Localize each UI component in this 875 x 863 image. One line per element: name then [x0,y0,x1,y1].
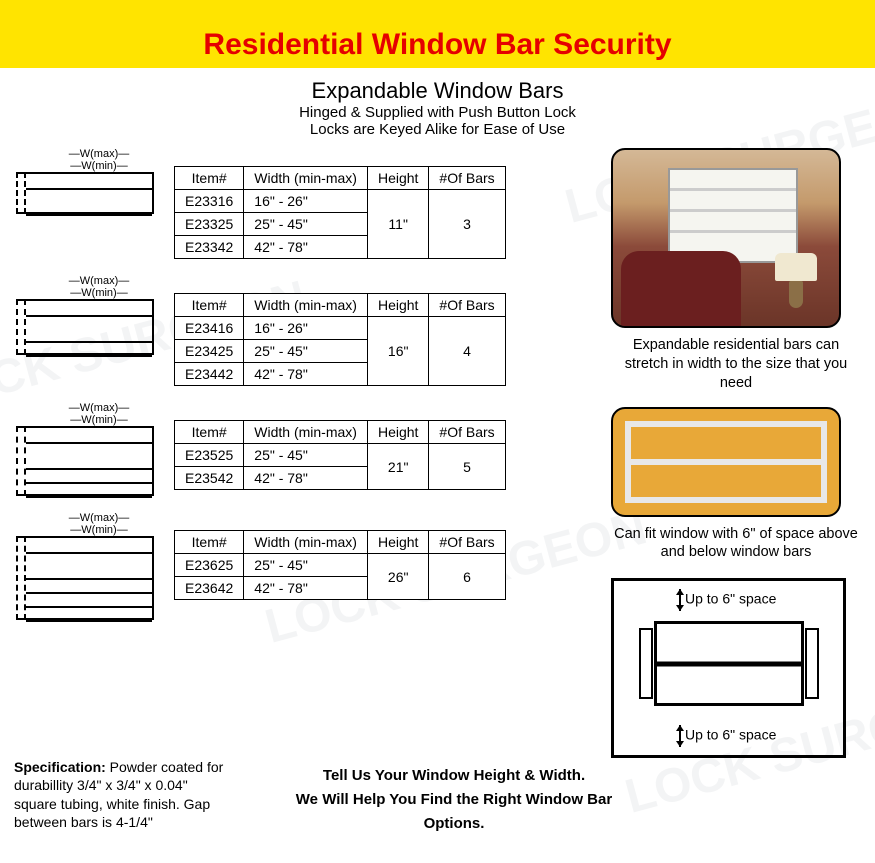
bar-diagram: —W(max)——W(min)— [14,402,164,496]
table-row: E2331616" - 26"11"3 [175,190,506,213]
size-table: Item#Width (min-max)Height#Of BarsE23316… [174,166,506,259]
product-photo-1 [611,148,841,328]
specification-text: Specification: Powder coated for durabil… [14,758,234,836]
size-table: Item#Width (min-max)Height#Of BarsE23416… [174,293,506,386]
subhead-line1: Hinged & Supplied with Push Button Lock [0,104,875,121]
col-bars: #Of Bars [429,294,505,317]
photo-caption-2: Can fit window with 6" of space above an… [611,525,861,563]
table-row: E2341616" - 26"16"4 [175,317,506,340]
photo-caption-1: Expandable residential bars can stretch … [611,336,861,393]
size-table: Item#Width (min-max)Height#Of BarsE23625… [174,530,506,600]
header-bar: Residential Window Bar Security [0,0,875,68]
col-width: Width (min-max) [244,167,368,190]
bar-diagram: —W(max)——W(min)— [14,512,164,620]
size-block: —W(max)——W(min)—Item#Width (min-max)Heig… [14,275,599,386]
col-width: Width (min-max) [244,294,368,317]
page-title: Residential Window Bar Security [203,28,671,62]
col-height: Height [367,294,428,317]
size-table: Item#Width (min-max)Height#Of BarsE23525… [174,420,506,490]
col-bars: #Of Bars [429,531,505,554]
size-block: —W(max)——W(min)—Item#Width (min-max)Heig… [14,148,599,259]
size-block: —W(max)——W(min)—Item#Width (min-max)Heig… [14,402,599,496]
subhead-line2: Locks are Keyed Alike for Ease of Use [0,121,875,138]
left-column: —W(max)——W(min)—Item#Width (min-max)Heig… [14,148,599,758]
col-height: Height [367,421,428,444]
col-height: Height [367,531,428,554]
col-bars: #Of Bars [429,167,505,190]
col-item: Item# [175,167,244,190]
right-column: Expandable residential bars can stretch … [611,148,861,758]
call-to-action: Tell Us Your Window Height & Width. We W… [294,764,614,836]
schem-label-bottom: Up to 6" space [679,725,776,747]
product-photo-2 [611,407,841,517]
bar-diagram: —W(max)——W(min)— [14,148,164,214]
col-item: Item# [175,531,244,554]
space-schematic: Up to 6" space Up to 6" space [611,578,846,758]
schem-label-top: Up to 6" space [679,589,776,611]
table-row: E2362525" - 45"26"6 [175,554,506,577]
subhead: Expandable Window Bars Hinged & Supplied… [0,78,875,138]
col-width: Width (min-max) [244,531,368,554]
size-block: —W(max)——W(min)—Item#Width (min-max)Heig… [14,512,599,620]
table-row: E2352525" - 45"21"5 [175,444,506,467]
col-width: Width (min-max) [244,421,368,444]
subhead-title: Expandable Window Bars [0,78,875,104]
col-height: Height [367,167,428,190]
bar-diagram: —W(max)——W(min)— [14,275,164,355]
col-item: Item# [175,294,244,317]
col-bars: #Of Bars [429,421,505,444]
col-item: Item# [175,421,244,444]
